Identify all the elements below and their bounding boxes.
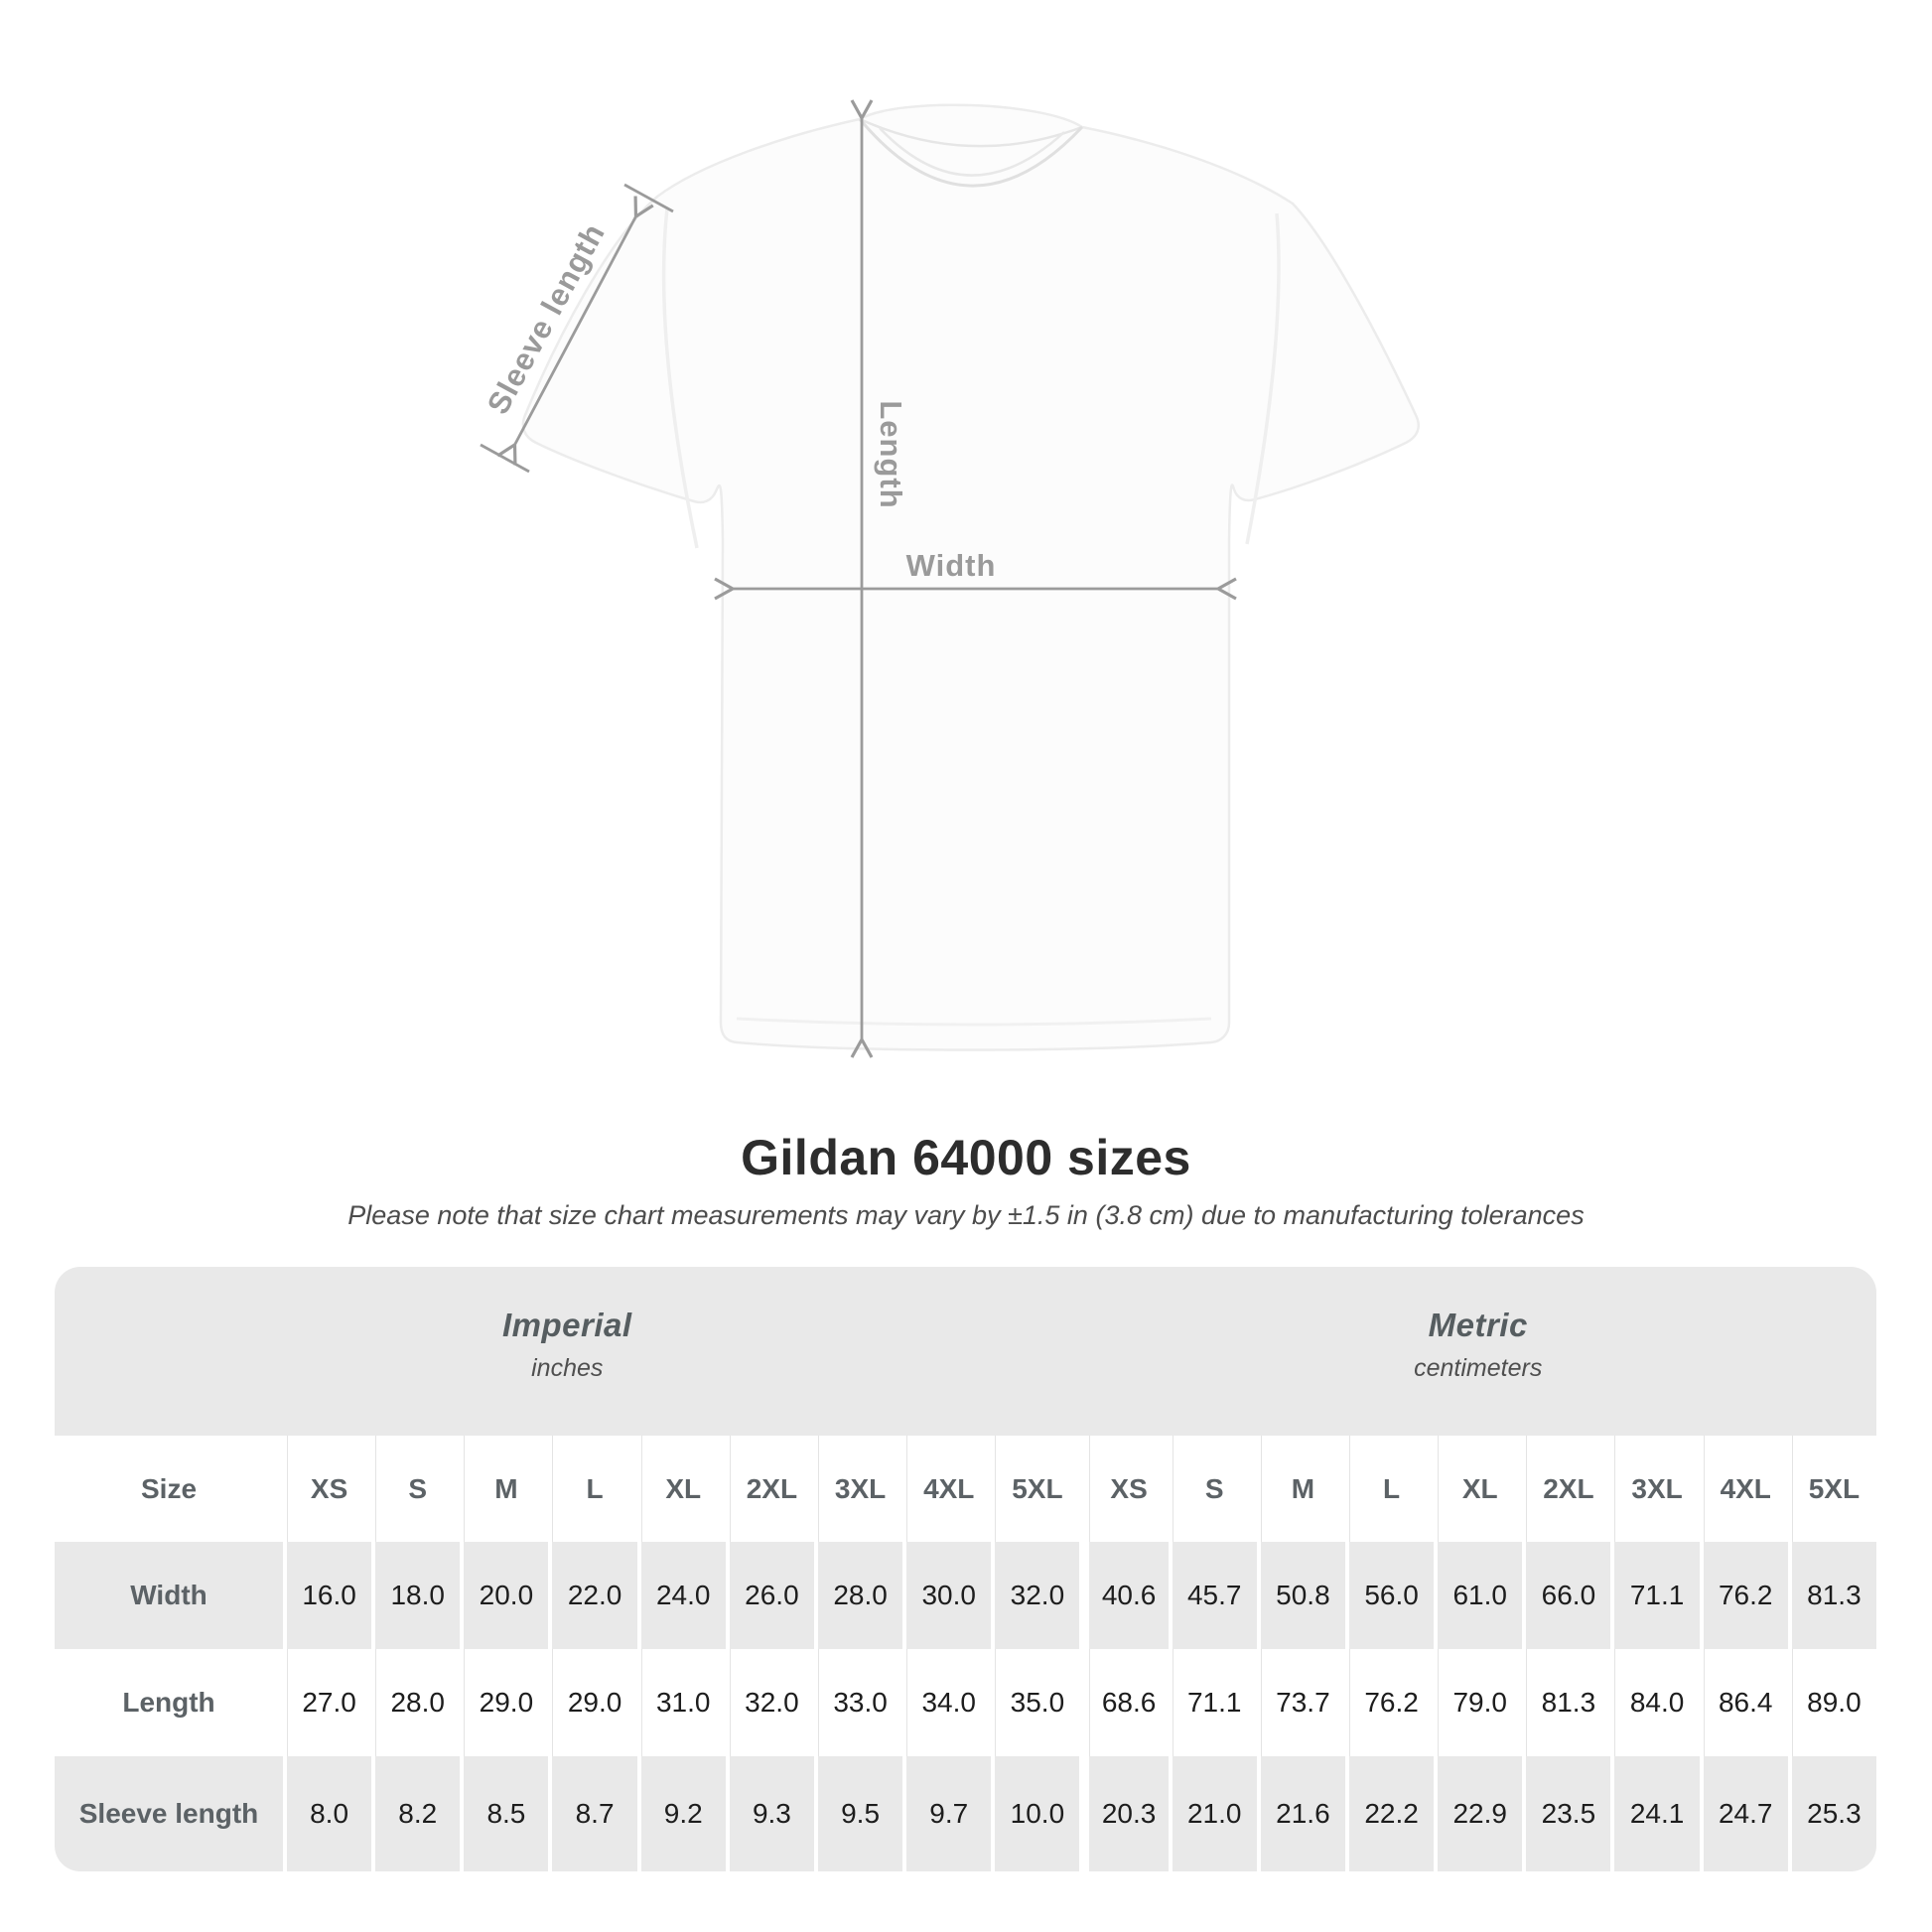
size-header-metric-3xl: 3XL (1610, 1436, 1700, 1542)
value-metric-length-xl: 79.0 (1434, 1649, 1523, 1756)
value-metric-sleeve-length-4xl: 24.7 (1699, 1756, 1788, 1871)
metric-unit: centimeters (1414, 1353, 1543, 1382)
value-imperial-length-xl: 31.0 (636, 1649, 726, 1756)
value-metric-width-s: 45.7 (1168, 1542, 1257, 1649)
value-imperial-width-4xl: 30.0 (902, 1542, 992, 1649)
value-metric-width-l: 56.0 (1344, 1542, 1435, 1649)
value-imperial-sleeve-length-m: 8.5 (460, 1756, 549, 1871)
value-metric-length-m: 73.7 (1256, 1649, 1345, 1756)
value-metric-sleeve-length-3xl: 24.1 (1610, 1756, 1700, 1871)
value-metric-sleeve-length-2xl: 23.5 (1522, 1756, 1611, 1871)
value-metric-length-s: 71.1 (1168, 1649, 1257, 1756)
value-imperial-width-5xl: 32.0 (991, 1542, 1080, 1649)
page-title: Gildan 64000 sizes (741, 1130, 1191, 1185)
value-imperial-length-3xl: 33.0 (813, 1649, 903, 1756)
value-metric-length-4xl: 86.4 (1699, 1649, 1788, 1756)
length-label: Length (874, 400, 908, 508)
value-imperial-length-l: 29.0 (548, 1649, 637, 1756)
tshirt-illustration: Sleeve length Length Width (480, 99, 1420, 1058)
sleeve-arrow-bottom-tick (480, 443, 530, 474)
size-header-metric-xl: XL (1434, 1436, 1523, 1542)
size-header-imperial-s: S (371, 1436, 461, 1542)
value-imperial-sleeve-length-l: 8.7 (548, 1756, 637, 1871)
row-label-sleeve-length: Sleeve length (55, 1756, 283, 1871)
value-imperial-sleeve-length-4xl: 9.7 (902, 1756, 992, 1871)
row-label-width: Width (55, 1542, 283, 1649)
size-header-imperial-5xl: 5XL (991, 1436, 1080, 1542)
value-metric-length-2xl: 81.3 (1522, 1649, 1611, 1756)
tshirt-measurement-diagram: Sleeve length Length Width (480, 99, 1420, 1058)
size-header-imperial-m: M (460, 1436, 549, 1542)
value-metric-width-4xl: 76.2 (1699, 1542, 1788, 1649)
value-metric-width-m: 50.8 (1256, 1542, 1345, 1649)
value-imperial-sleeve-length-xl: 9.2 (636, 1756, 726, 1871)
size-header-imperial-3xl: 3XL (813, 1436, 903, 1542)
size-header-metric-s: S (1168, 1436, 1257, 1542)
value-imperial-sleeve-length-5xl: 10.0 (991, 1756, 1080, 1871)
value-imperial-sleeve-length-3xl: 9.5 (813, 1756, 903, 1871)
value-imperial-sleeve-length-2xl: 9.3 (725, 1756, 814, 1871)
value-metric-sleeve-length-xl: 22.9 (1434, 1756, 1523, 1871)
size-header-metric-4xl: 4XL (1699, 1436, 1788, 1542)
size-table: Imperial inches Metric centimeters Size X… (55, 1267, 1876, 1871)
metric-label: Metric (1428, 1306, 1528, 1343)
imperial-label: Imperial (501, 1306, 632, 1343)
value-metric-sleeve-length-m: 21.6 (1256, 1756, 1345, 1871)
value-metric-width-3xl: 71.1 (1610, 1542, 1700, 1649)
size-column-header: Size (55, 1436, 283, 1542)
value-imperial-length-5xl: 35.0 (991, 1649, 1080, 1756)
value-imperial-width-xl: 24.0 (636, 1542, 726, 1649)
value-imperial-sleeve-length-s: 8.2 (371, 1756, 461, 1871)
value-metric-width-xs: 40.6 (1079, 1542, 1169, 1649)
width-label: Width (906, 548, 997, 583)
value-imperial-width-s: 18.0 (371, 1542, 461, 1649)
value-metric-width-xl: 61.0 (1434, 1542, 1523, 1649)
value-imperial-width-xs: 16.0 (283, 1542, 372, 1649)
value-metric-length-l: 76.2 (1344, 1649, 1435, 1756)
value-imperial-length-2xl: 32.0 (725, 1649, 814, 1756)
value-imperial-length-4xl: 34.0 (902, 1649, 992, 1756)
value-imperial-width-m: 20.0 (460, 1542, 549, 1649)
tolerance-note: Please note that size chart measurements… (347, 1199, 1585, 1230)
size-header-metric-l: L (1344, 1436, 1435, 1542)
value-imperial-width-l: 22.0 (548, 1542, 637, 1649)
size-header-metric-xs: XS (1079, 1436, 1169, 1542)
value-metric-length-3xl: 84.0 (1610, 1649, 1700, 1756)
value-imperial-width-2xl: 26.0 (725, 1542, 814, 1649)
value-imperial-length-s: 28.0 (371, 1649, 461, 1756)
value-metric-sleeve-length-s: 21.0 (1168, 1756, 1257, 1871)
value-metric-sleeve-length-xs: 20.3 (1079, 1756, 1169, 1871)
value-metric-sleeve-length-l: 22.2 (1344, 1756, 1435, 1871)
imperial-group-header: Imperial inches (55, 1267, 1080, 1436)
value-metric-length-5xl: 89.0 (1787, 1649, 1876, 1756)
size-header-metric-m: M (1256, 1436, 1345, 1542)
metric-group-header: Metric centimeters (1079, 1267, 1876, 1436)
value-metric-sleeve-length-5xl: 25.3 (1787, 1756, 1876, 1871)
chart-heading: Gildan 64000 sizes Please note that size… (0, 1132, 1932, 1231)
size-header-imperial-2xl: 2XL (725, 1436, 814, 1542)
sleeve-length-arrow (496, 196, 654, 466)
size-header-imperial-l: L (548, 1436, 637, 1542)
value-imperial-width-3xl: 28.0 (813, 1542, 903, 1649)
value-imperial-sleeve-length-xs: 8.0 (283, 1756, 372, 1871)
value-metric-length-xs: 68.6 (1079, 1649, 1169, 1756)
size-header-metric-2xl: 2XL (1522, 1436, 1611, 1542)
size-header-imperial-xl: XL (636, 1436, 726, 1542)
size-header-imperial-4xl: 4XL (902, 1436, 992, 1542)
value-metric-width-5xl: 81.3 (1787, 1542, 1876, 1649)
imperial-unit: inches (531, 1353, 604, 1382)
value-imperial-length-xs: 27.0 (283, 1649, 372, 1756)
size-header-imperial-xs: XS (283, 1436, 372, 1542)
row-label-length: Length (55, 1649, 283, 1756)
value-imperial-length-m: 29.0 (460, 1649, 549, 1756)
sleeve-arrow-top-tick (623, 183, 674, 213)
measurement-annotations (480, 99, 1237, 1058)
value-metric-width-2xl: 66.0 (1522, 1542, 1611, 1649)
size-header-metric-5xl: 5XL (1787, 1436, 1876, 1542)
